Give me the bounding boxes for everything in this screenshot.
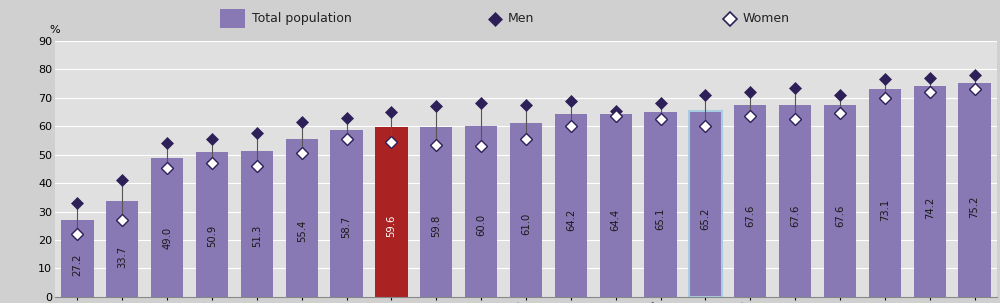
Text: 59.8: 59.8 [431, 214, 441, 237]
Bar [286, 139, 318, 297]
Text: 61.0: 61.0 [521, 213, 531, 235]
Text: Total population: Total population [252, 12, 352, 25]
Bar [420, 127, 452, 297]
Bar [330, 130, 363, 297]
Text: 51.3: 51.3 [252, 225, 262, 247]
FancyBboxPatch shape [220, 9, 245, 28]
Text: %: % [50, 25, 60, 35]
Text: 74.2: 74.2 [925, 197, 935, 219]
Bar [689, 112, 722, 297]
Text: 64.2: 64.2 [566, 209, 576, 231]
Bar [106, 201, 138, 297]
Bar [555, 114, 587, 297]
Bar [644, 112, 677, 297]
Text: 65.2: 65.2 [700, 208, 710, 230]
Bar [375, 127, 408, 297]
Text: 65.1: 65.1 [656, 208, 666, 230]
Text: Men: Men [508, 12, 534, 25]
Bar [465, 126, 497, 297]
Text: 49.0: 49.0 [162, 227, 172, 249]
Text: 59.6: 59.6 [386, 215, 396, 237]
Bar [151, 158, 183, 297]
Text: 27.2: 27.2 [72, 253, 82, 276]
Text: 73.1: 73.1 [880, 198, 890, 221]
Text: 55.4: 55.4 [297, 220, 307, 242]
Bar [510, 123, 542, 297]
Bar [958, 83, 991, 297]
Text: 50.9: 50.9 [207, 225, 217, 247]
Text: 60.0: 60.0 [476, 214, 486, 236]
Text: 67.6: 67.6 [790, 205, 800, 227]
Text: Women: Women [743, 12, 790, 25]
Text: 58.7: 58.7 [342, 216, 352, 238]
Text: 67.6: 67.6 [835, 205, 845, 227]
Bar [196, 152, 228, 297]
Bar [241, 151, 273, 297]
Text: 33.7: 33.7 [117, 246, 127, 268]
Bar [779, 105, 811, 297]
Bar [600, 114, 632, 297]
Bar [61, 220, 94, 297]
Text: 67.6: 67.6 [745, 205, 755, 227]
Bar [824, 105, 856, 297]
Bar [869, 89, 901, 297]
Text: 64.4: 64.4 [611, 209, 621, 231]
Bar [914, 86, 946, 297]
Text: 75.2: 75.2 [970, 196, 980, 218]
Bar [734, 105, 766, 297]
